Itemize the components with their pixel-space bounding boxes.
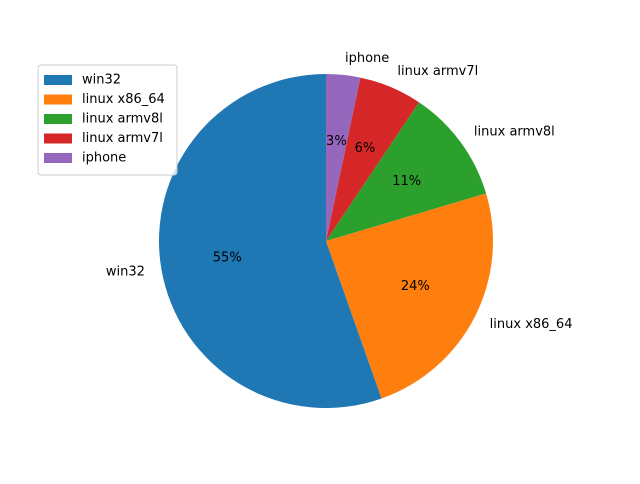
legend-label-win32: win32	[82, 73, 121, 88]
legend-box	[37, 64, 178, 176]
percent-label-linux-armv7l: 6%	[355, 141, 376, 156]
pie-category-labels: win32 linux x86_64 linux armv8l linux armv7…	[106, 51, 573, 332]
legend-label-linux-x86-64: linux x86_64	[82, 92, 165, 107]
category-label-win32: win32	[106, 265, 145, 280]
category-label-iphone: iphone	[345, 51, 389, 66]
pie-slice-linux-x86-64	[326, 193, 494, 399]
legend-label-linux-armv7l: linux armv7l	[82, 131, 163, 146]
category-label-linux-armv7l: linux armv7l	[397, 64, 478, 79]
percent-label-win32: 55%	[213, 250, 242, 265]
legend-swatch-win32	[44, 75, 72, 85]
percent-label-iphone: 3%	[326, 134, 347, 149]
category-label-linux-x86-64: linux x86_64	[490, 317, 573, 332]
pie-slice-iphone	[326, 74, 361, 241]
pie-slice-win32	[159, 74, 382, 408]
pie-slices	[159, 74, 494, 408]
pie-slice-linux-armv7l	[326, 77, 419, 241]
legend-swatch-linux-armv7l	[44, 133, 72, 144]
pie-slice-linux-armv8l	[326, 102, 487, 241]
legend-swatch-iphone	[44, 153, 72, 163]
percent-label-linux-x86-64: 24%	[401, 279, 430, 294]
legend-label-iphone: iphone	[82, 151, 126, 166]
legend-swatch-linux-x86-64	[44, 94, 72, 105]
percent-label-linux-armv8l: 11%	[392, 174, 421, 189]
category-label-linux-armv8l: linux armv8l	[474, 125, 555, 140]
legend-label-linux-armv8l: linux armv8l	[82, 112, 163, 127]
pie-percent-labels: 55% 24% 11% 6% 3%	[213, 134, 430, 294]
legend-swatch-linux-armv8l	[44, 114, 72, 124]
